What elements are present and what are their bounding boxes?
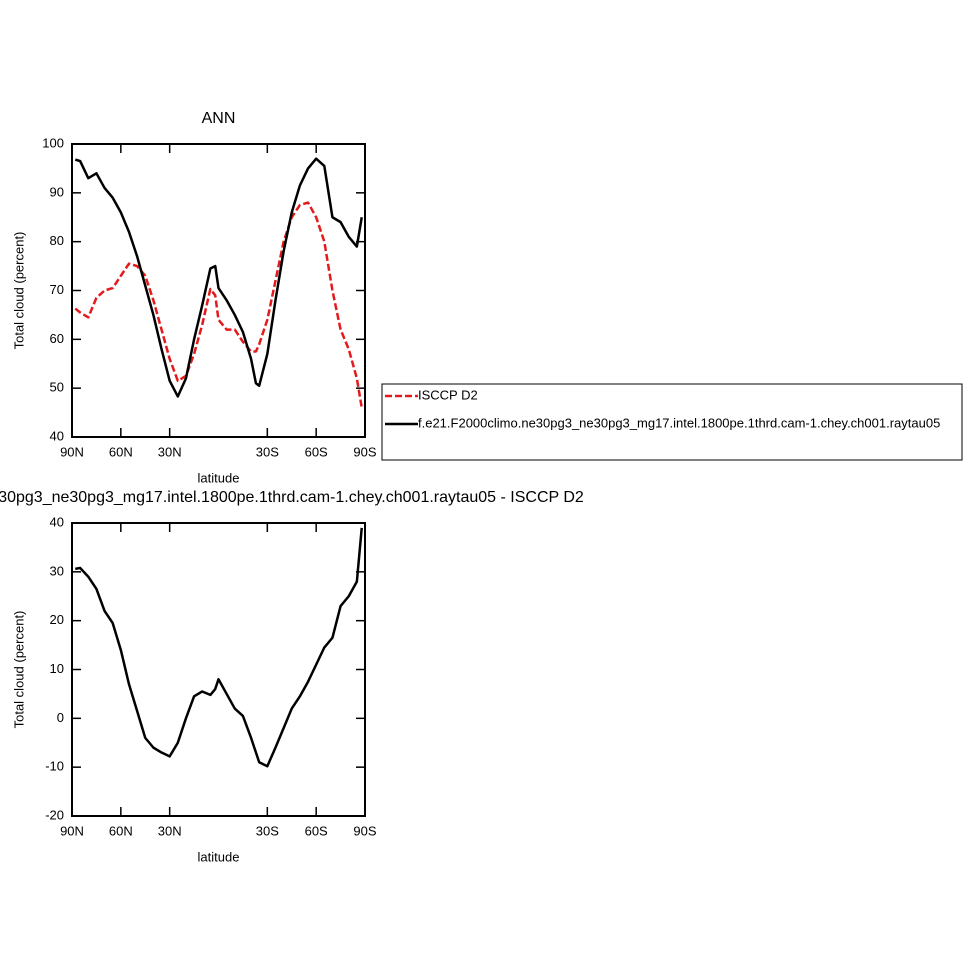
data-line bbox=[74, 157, 363, 398]
x-tick-label: 30S bbox=[256, 444, 279, 459]
x-tick-label: 30N bbox=[158, 444, 182, 459]
plot-frame bbox=[71, 522, 366, 817]
data-line bbox=[74, 201, 363, 408]
x-tick-label: 90S bbox=[353, 823, 376, 838]
x-tick-label: 60S bbox=[305, 823, 328, 838]
y-tick-label: -10 bbox=[45, 759, 64, 774]
legend-label: f.e21.F2000climo.ne30pg3_ne30pg3_mg17.in… bbox=[418, 415, 940, 430]
x-tick-label: 90N bbox=[60, 823, 84, 838]
y-axis-label: Total cloud (percent) bbox=[11, 611, 26, 729]
y-tick-label: 70 bbox=[50, 282, 64, 297]
x-tick-label: 60N bbox=[109, 444, 133, 459]
legend-box bbox=[381, 383, 963, 461]
x-tick-label: 90N bbox=[60, 444, 84, 459]
x-tick-label: 90S bbox=[353, 444, 376, 459]
y-tick-label: 40 bbox=[50, 514, 64, 529]
y-axis-label: Total cloud (percent) bbox=[11, 232, 26, 350]
x-tick-label: 60S bbox=[305, 444, 328, 459]
x-tick-label: 30S bbox=[256, 823, 279, 838]
chart-title: ANN bbox=[202, 110, 236, 127]
legend: ISCCP D2 f.e21.F2000climo.ne30pg3_ne30pg3… bbox=[381, 383, 963, 461]
y-tick-label: 80 bbox=[50, 233, 64, 248]
chart-title: f.e21.F2000climo.ne30pg3_ne30pg3_mg17.in… bbox=[0, 489, 584, 506]
y-tick-label: 10 bbox=[50, 661, 64, 676]
data-line bbox=[75, 527, 363, 768]
y-tick-label: -20 bbox=[45, 807, 64, 822]
plot-frame bbox=[71, 143, 366, 438]
x-axis-label: latitude bbox=[198, 849, 240, 864]
y-tick-label: 20 bbox=[50, 612, 64, 627]
x-tick-label: 30N bbox=[158, 823, 182, 838]
y-tick-label: 60 bbox=[50, 331, 64, 346]
y-tick-label: 0 bbox=[57, 710, 64, 725]
y-tick-label: 40 bbox=[50, 428, 64, 443]
x-axis-label: latitude bbox=[198, 470, 240, 485]
y-tick-label: 90 bbox=[50, 184, 64, 199]
legend-label: ISCCP D2 bbox=[418, 387, 478, 402]
y-tick-label: 50 bbox=[50, 380, 64, 395]
y-tick-label: 30 bbox=[50, 563, 64, 578]
y-tick-label: 100 bbox=[42, 135, 64, 150]
x-tick-label: 60N bbox=[109, 823, 133, 838]
